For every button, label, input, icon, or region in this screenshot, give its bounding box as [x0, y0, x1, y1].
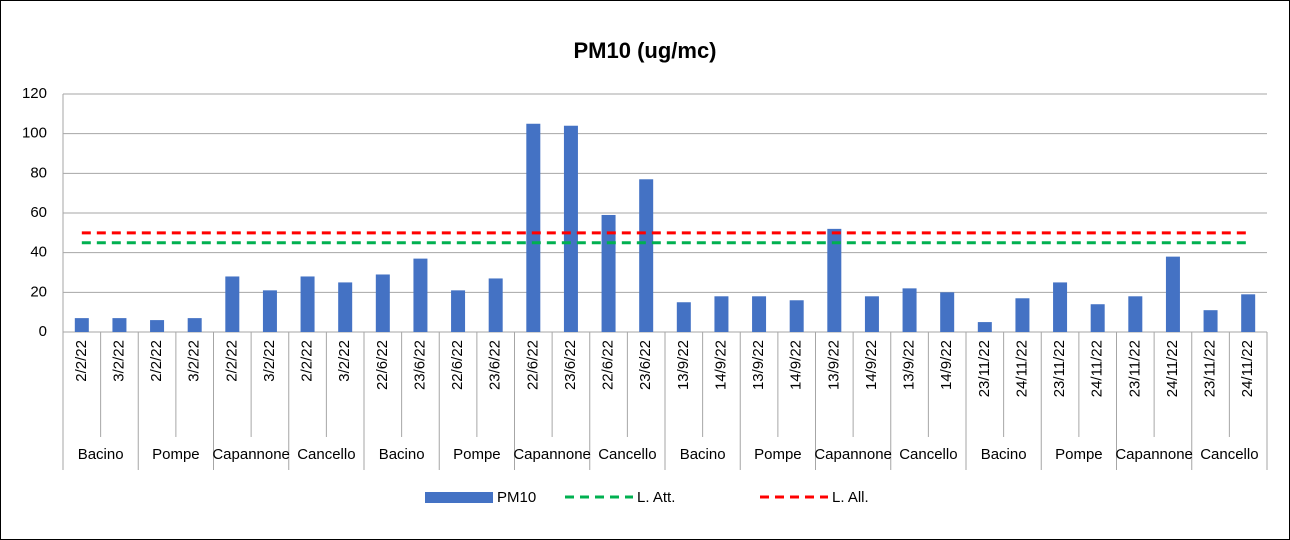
bar [526, 123, 541, 332]
x-tick-label: 24/11/22 [1013, 340, 1030, 397]
bar [864, 296, 879, 332]
group-label: Capannone [212, 446, 290, 463]
y-tick-label: 100 [22, 125, 47, 142]
group-label: Cancello [1200, 446, 1258, 463]
bar [1053, 282, 1068, 332]
y-tick-label: 20 [30, 283, 47, 300]
y-tick-label: 0 [39, 323, 47, 340]
group-label: Cancello [297, 446, 355, 463]
x-tick-label: 3/2/22 [336, 340, 353, 382]
x-tick-label: 14/9/22 [712, 340, 729, 390]
bar [676, 302, 691, 332]
x-tick-label: 23/11/22 [1126, 340, 1143, 397]
x-tick-label: 3/2/22 [186, 340, 203, 382]
bar [1015, 298, 1030, 332]
bar [451, 290, 466, 332]
x-tick-label: 13/9/22 [901, 340, 918, 390]
legend-label: L. All. [832, 489, 869, 506]
x-tick-label: 2/2/22 [223, 340, 240, 382]
bar [563, 125, 578, 332]
x-tick-label: 2/2/22 [148, 340, 165, 382]
bar [752, 296, 767, 332]
bar [1241, 294, 1256, 332]
x-tick-label: 3/2/22 [261, 340, 278, 382]
group-label: Capannone [1115, 446, 1193, 463]
bar [375, 274, 390, 332]
x-tick-label: 14/9/22 [938, 340, 955, 390]
x-tick-label: 13/9/22 [750, 340, 767, 390]
x-tick-label: 23/6/22 [637, 340, 654, 390]
y-tick-label: 40 [30, 244, 47, 261]
legend-label: L. Att. [637, 489, 675, 506]
bar [902, 288, 917, 332]
group-label: Capannone [513, 446, 591, 463]
bar [940, 292, 955, 332]
y-tick-label: 120 [22, 85, 47, 102]
bar [112, 318, 127, 332]
x-tick-label: 24/11/22 [1089, 340, 1106, 397]
x-tick-label: 22/6/22 [449, 340, 466, 390]
bar [1203, 310, 1218, 332]
x-tick-label: 23/11/22 [976, 340, 993, 397]
x-tick-label: 23/6/22 [411, 340, 428, 390]
group-label: Bacino [680, 446, 726, 463]
group-label: Bacino [379, 446, 425, 463]
bar [338, 282, 353, 332]
bar [488, 278, 503, 332]
legend-label: PM10 [497, 489, 536, 506]
group-label: Pompe [453, 446, 501, 463]
x-tick-label: 24/11/22 [1239, 340, 1256, 397]
x-tick-label: 3/2/22 [110, 340, 127, 382]
bar [413, 258, 428, 332]
bar [1128, 296, 1143, 332]
y-tick-label: 60 [30, 204, 47, 221]
bar [1090, 304, 1105, 332]
x-tick-label: 22/6/22 [600, 340, 617, 390]
x-tick-label: 22/6/22 [524, 340, 541, 390]
bar [262, 290, 277, 332]
bar [74, 318, 89, 332]
group-label: Bacino [981, 446, 1027, 463]
group-label: Pompe [754, 446, 802, 463]
x-tick-label: 14/9/22 [788, 340, 805, 390]
x-tick-label: 23/11/22 [1202, 340, 1219, 397]
group-label: Capannone [814, 446, 892, 463]
group-label: Cancello [899, 446, 957, 463]
bar [639, 179, 654, 332]
x-tick-label: 23/6/22 [487, 340, 504, 390]
bar [150, 320, 165, 332]
group-label: Cancello [598, 446, 656, 463]
x-tick-label: 24/11/22 [1164, 340, 1181, 397]
x-tick-label: 2/2/22 [73, 340, 90, 382]
bar [714, 296, 729, 332]
group-label: Pompe [152, 446, 200, 463]
group-label: Bacino [78, 446, 124, 463]
bar [225, 276, 240, 332]
x-tick-label: 13/9/22 [675, 340, 692, 390]
bar [827, 228, 842, 332]
bar [187, 318, 202, 332]
x-tick-label: 22/6/22 [374, 340, 391, 390]
bar [789, 300, 804, 332]
x-tick-label: 13/9/22 [825, 340, 842, 390]
x-tick-label: 23/11/22 [1051, 340, 1068, 397]
x-tick-label: 2/2/22 [299, 340, 316, 382]
x-tick-label: 14/9/22 [863, 340, 880, 390]
x-tick-label: 23/6/22 [562, 340, 579, 390]
bar [300, 276, 315, 332]
bar [977, 322, 992, 332]
y-tick-label: 80 [30, 164, 47, 181]
chart-title: PM10 (ug/mc) [573, 38, 716, 63]
group-label: Pompe [1055, 446, 1103, 463]
bar [1165, 256, 1180, 332]
legend-swatch [425, 492, 493, 503]
